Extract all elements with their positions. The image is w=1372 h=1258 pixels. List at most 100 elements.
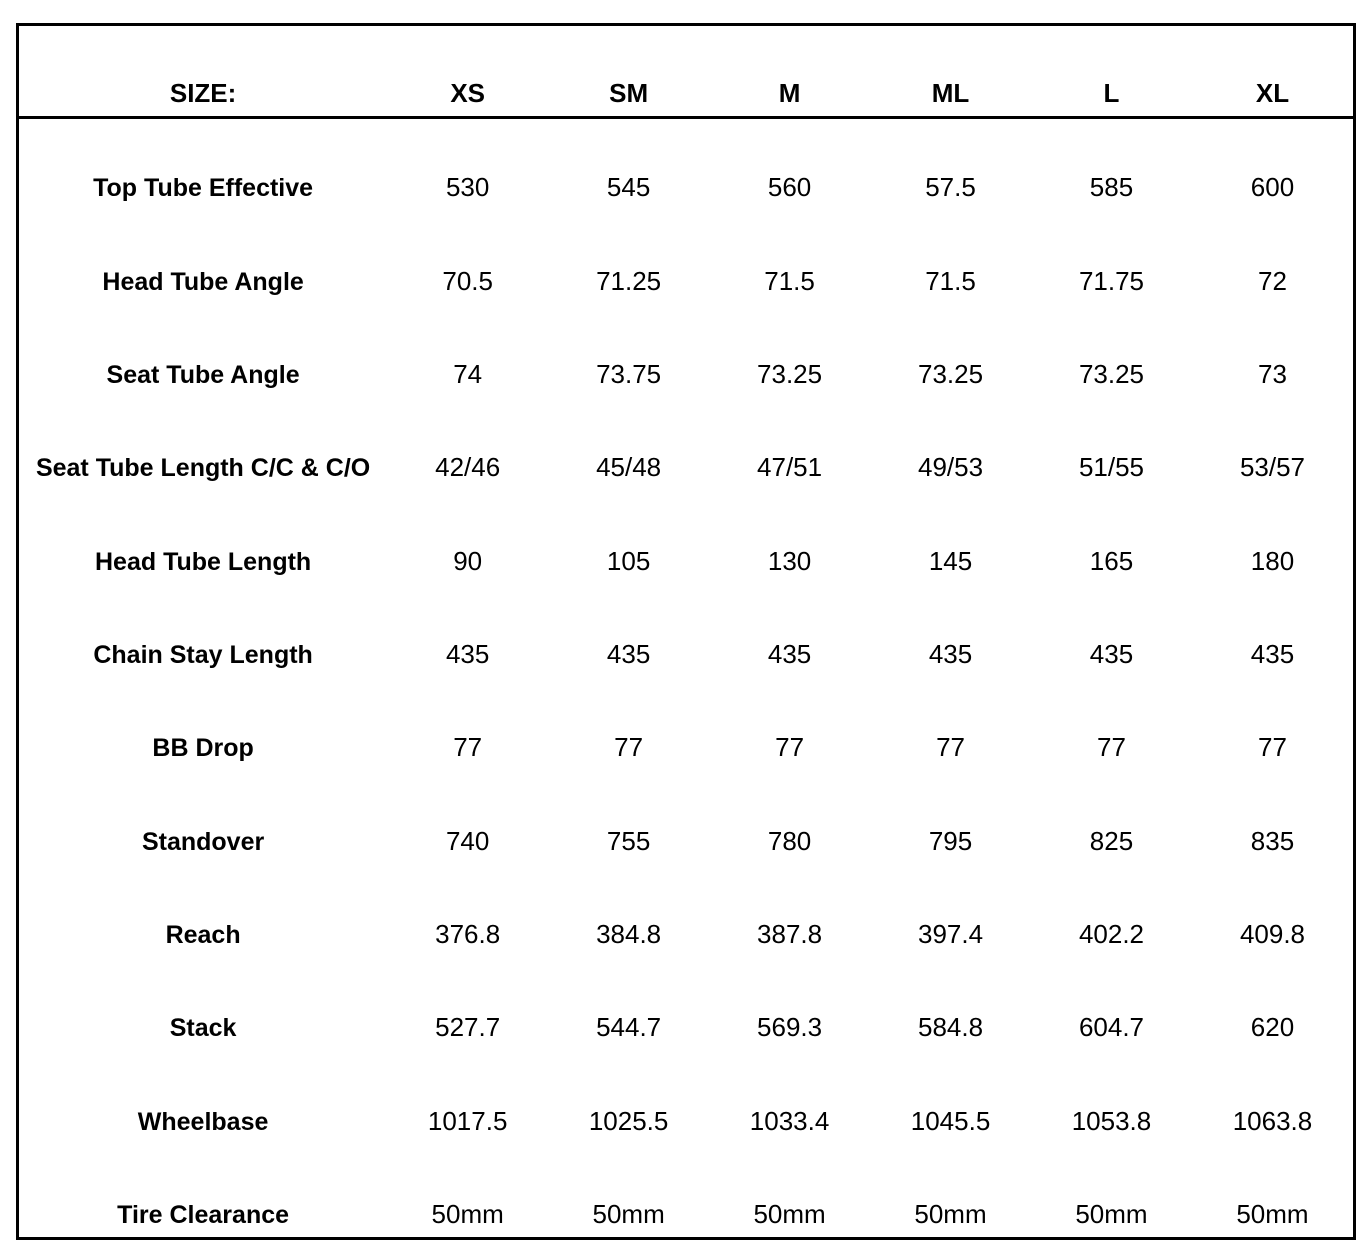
cell: 387.8 (757, 918, 823, 949)
cell: 780 (767, 825, 812, 856)
cell: 825 (1089, 825, 1134, 856)
cell: 47/51 (757, 452, 823, 483)
cell: 376.8 (435, 918, 501, 949)
cell: 569.3 (757, 1012, 823, 1043)
cell: 1063.8 (1232, 1105, 1313, 1136)
cell: 51/55 (1078, 452, 1145, 483)
table-row-head-tube-angle: Head Tube Angle 70.5 71.25 71.5 71.5 71.… (19, 210, 1353, 303)
cell: 584.8 (917, 1012, 984, 1043)
cell: 90 (453, 545, 483, 576)
cell: 49/53 (917, 452, 984, 483)
cell: 71.75 (1078, 265, 1145, 296)
cell: 77 (453, 732, 483, 763)
cell: 620 (1250, 1012, 1295, 1043)
row-label: BB Drop (152, 734, 254, 763)
geometry-table-frame: SIZE: XS SM M ML L XL Top Tube Effective… (16, 23, 1356, 1240)
cell: 1025.5 (588, 1105, 669, 1136)
cell: 740 (445, 825, 490, 856)
cell: 50mm (1075, 1199, 1148, 1229)
cell: 795 (928, 825, 973, 856)
cell: 77 (1258, 732, 1287, 763)
cell: 45/48 (596, 452, 662, 483)
cell: 77 (614, 732, 644, 763)
cell: 435 (767, 638, 812, 669)
cell: 402.2 (1078, 918, 1145, 949)
row-label: Head Tube Angle (102, 267, 304, 296)
table-row-tire-clearance: Tire Clearance 50mm 50mm 50mm 50mm 50mm … (19, 1144, 1353, 1237)
cell: 77 (775, 732, 805, 763)
cell: 527.7 (435, 1012, 501, 1043)
cell: 105 (606, 545, 651, 576)
table-row-wheelbase: Wheelbase 1017.5 1025.5 1033.4 1045.5 10… (19, 1050, 1353, 1143)
cell: 145 (928, 545, 973, 576)
cell: 74 (453, 358, 483, 389)
column-header-xs: XS (387, 26, 549, 119)
cell: 71.25 (596, 265, 662, 296)
cell: 1045.5 (910, 1105, 991, 1136)
row-label: Top Tube Effective (93, 174, 314, 203)
cell: 50mm (753, 1199, 826, 1229)
cell: 71.5 (925, 265, 976, 296)
table-row-top-tube-effective: Top Tube Effective 530 545 560 57.5 585 … (19, 117, 1353, 210)
cell: 545 (606, 172, 651, 203)
cell: 384.8 (596, 918, 662, 949)
row-label: Tire Clearance (117, 1201, 290, 1229)
row-label: Head Tube Length (94, 547, 312, 576)
table-row-chain-stay-length: Chain Stay Length 435 435 435 435 435 43… (19, 584, 1353, 677)
column-header-sm: SM (548, 26, 710, 119)
cell: 42/46 (435, 452, 501, 483)
cell: 50mm (1236, 1199, 1309, 1229)
row-label: Wheelbase (137, 1107, 269, 1136)
cell: 73.25 (917, 358, 984, 389)
table-row-reach: Reach 376.8 384.8 387.8 397.4 402.2 409.… (19, 864, 1353, 957)
geometry-table: SIZE: XS SM M ML L XL Top Tube Effective… (19, 26, 1353, 1237)
cell: 50mm (431, 1199, 504, 1229)
cell: 560 (767, 172, 812, 203)
column-header-l: L (1031, 26, 1192, 119)
cell: 72 (1258, 265, 1287, 296)
table-row-standover: Standover 740 755 780 795 825 835 (19, 770, 1353, 863)
cell: 435 (606, 638, 651, 669)
table-row-stack: Stack 527.7 544.7 569.3 584.8 604.7 620 (19, 957, 1353, 1050)
column-header-xl: XL (1191, 26, 1353, 119)
cell: 585 (1089, 172, 1134, 203)
cell: 70.5 (442, 265, 493, 296)
table-row-seat-tube-length: Seat Tube Length C/C & C/O 42/46 45/48 4… (19, 397, 1353, 490)
column-header-ml: ML (870, 26, 1031, 119)
cell: 130 (767, 545, 812, 576)
row-label: Seat Tube Angle (106, 360, 300, 389)
cell: 397.4 (917, 918, 984, 949)
cell: 755 (606, 825, 651, 856)
cell: 71.5 (764, 265, 815, 296)
column-header-m: M (709, 26, 871, 119)
cell: 409.8 (1239, 918, 1306, 949)
cell: 73.25 (1078, 358, 1145, 389)
header-row: SIZE: XS SM M ML L XL (19, 26, 1353, 119)
table-row-bb-drop: BB Drop 77 77 77 77 77 77 (19, 677, 1353, 770)
cell: 604.7 (1078, 1012, 1145, 1043)
cell: 73.25 (757, 358, 823, 389)
table-row-head-tube-length: Head Tube Length 90 105 130 145 165 180 (19, 490, 1353, 583)
cell: 600 (1250, 172, 1295, 203)
table-row-seat-tube-angle: Seat Tube Angle 74 73.75 73.25 73.25 73.… (19, 304, 1353, 397)
cell: 77 (1097, 732, 1126, 763)
cell: 835 (1250, 825, 1295, 856)
cell: 530 (445, 172, 490, 203)
cell: 435 (1250, 638, 1295, 669)
cell: 50mm (592, 1199, 665, 1229)
cell: 50mm (914, 1199, 987, 1229)
cell: 53/57 (1239, 452, 1306, 483)
row-label: Reach (165, 920, 241, 949)
cell: 1017.5 (427, 1105, 508, 1136)
cell: 73 (1258, 358, 1287, 389)
cell: 77 (936, 732, 965, 763)
cell: 57.5 (925, 172, 976, 203)
row-label: Chain Stay Length (93, 640, 313, 669)
cell: 1053.8 (1071, 1105, 1152, 1136)
cell: 73.75 (596, 358, 662, 389)
cell: 180 (1250, 545, 1295, 576)
row-label: Standover (141, 827, 265, 856)
cell: 435 (445, 638, 490, 669)
row-label: Stack (169, 1014, 237, 1043)
cell: 435 (928, 638, 973, 669)
